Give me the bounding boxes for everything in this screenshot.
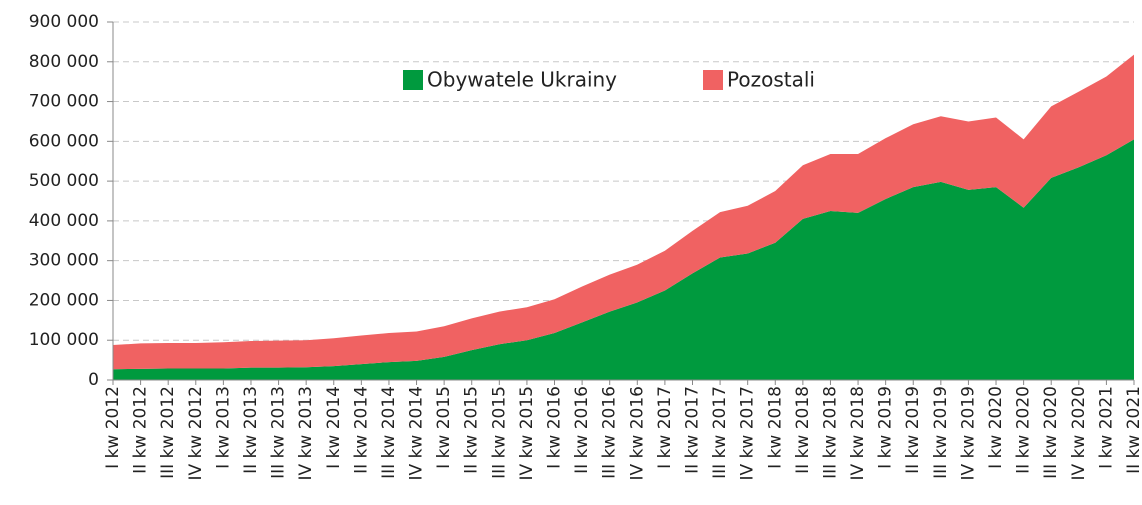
x-tick-label: I kw 2014 <box>324 386 344 469</box>
x-tick-label: IV kw 2019 <box>958 386 978 480</box>
y-tick-label: 600 000 <box>29 131 99 151</box>
y-tick-label: 200 000 <box>29 290 99 310</box>
x-tick-label: III kw 2015 <box>489 386 509 479</box>
x-tick-label: II kw 2020 <box>1014 386 1034 474</box>
x-tick-label: II kw 2017 <box>682 386 702 474</box>
y-tick-label: 800 000 <box>29 52 99 72</box>
legend-label: Obywatele Ukrainy <box>427 68 617 92</box>
x-tick-label: III kw 2020 <box>1041 386 1061 479</box>
x-tick-label: IV kw 2020 <box>1069 386 1089 480</box>
x-tick-label: II kw 2018 <box>793 386 813 474</box>
legend-label: Pozostali <box>727 68 815 92</box>
x-tick-label: I kw 2015 <box>434 386 454 469</box>
x-tick-label: IV kw 2013 <box>296 386 316 480</box>
y-tick-label: 900 000 <box>29 12 99 32</box>
legend-swatch <box>403 70 423 90</box>
x-tick-label: III kw 2016 <box>600 386 620 479</box>
x-tick-label: I kw 2016 <box>545 386 565 469</box>
x-tick-label: II kw 2013 <box>241 386 261 474</box>
x-tick-label: II kw 2019 <box>903 386 923 474</box>
x-tick-label: III kw 2012 <box>158 386 178 479</box>
y-tick-label: 100 000 <box>29 330 99 350</box>
x-tick-label: III kw 2017 <box>710 386 730 479</box>
x-tick-label: II kw 2014 <box>351 386 371 474</box>
x-tick-label: I kw 2021 <box>1096 386 1116 469</box>
x-tick-label: IV kw 2016 <box>627 386 647 480</box>
x-tick-label: IV kw 2012 <box>186 386 206 480</box>
x-tick-label: I kw 2013 <box>213 386 233 469</box>
x-tick-label: IV kw 2015 <box>517 386 537 480</box>
legend-swatch <box>703 70 723 90</box>
y-tick-label: 700 000 <box>29 92 99 112</box>
area <box>113 54 1134 370</box>
y-tick-label: 300 000 <box>29 251 99 271</box>
x-tick-label: II kw 2012 <box>131 386 151 474</box>
x-tick-label: I kw 2012 <box>103 386 123 469</box>
x-tick-label: III kw 2013 <box>269 386 289 479</box>
x-tick-label: I kw 2017 <box>655 386 675 469</box>
x-tick-label: IV kw 2017 <box>738 386 758 480</box>
y-tick-label: 0 <box>88 370 99 390</box>
x-tick-label: II kw 2016 <box>572 386 592 474</box>
x-tick-label: IV kw 2014 <box>407 386 427 480</box>
x-tick-label: III kw 2019 <box>931 386 951 479</box>
x-tick-label: I kw 2019 <box>876 386 896 469</box>
x-tick-label: IV kw 2018 <box>848 386 868 480</box>
x-tick-label: II kw 2015 <box>462 386 482 474</box>
y-tick-label: 400 000 <box>29 211 99 231</box>
x-tick-label: III kw 2018 <box>820 386 840 479</box>
x-tick-label: III kw 2014 <box>379 386 399 479</box>
y-tick-label: 500 000 <box>29 171 99 191</box>
x-tick-label: II kw 2021 <box>1124 386 1142 474</box>
area <box>113 139 1134 380</box>
x-tick-label: I kw 2020 <box>986 386 1006 469</box>
x-tick-label: I kw 2018 <box>765 386 785 469</box>
